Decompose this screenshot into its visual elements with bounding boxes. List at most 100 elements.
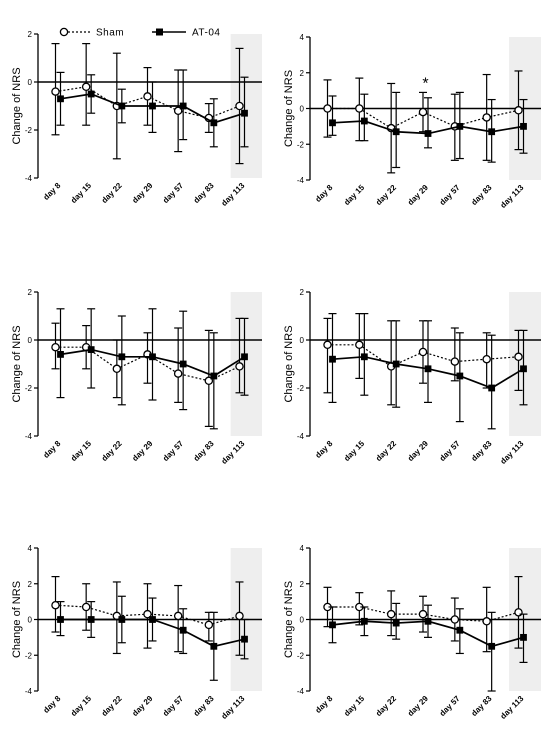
- series-at04: [328, 602, 528, 692]
- panel-d: -4 -2 0 2 Change of NRS day 8 day 15 day 22 day …: [283, 288, 541, 466]
- data-point-at04: [57, 95, 64, 103]
- data-point-at04: [520, 122, 527, 130]
- data-point-sham: [81, 602, 91, 612]
- x-tick-label: day 113: [499, 694, 526, 721]
- data-point-sham: [355, 104, 364, 113]
- data-point-at04: [87, 616, 95, 623]
- data-point-at04: [118, 353, 126, 361]
- data-point-sham: [355, 340, 364, 350]
- y-axis-label: Change of NRS: [11, 581, 23, 658]
- data-point-at04: [57, 616, 64, 623]
- x-tick-label: day 113: [499, 439, 526, 466]
- data-point-sham: [204, 620, 214, 630]
- y-tick-label: -4: [297, 176, 305, 185]
- data-point-at04: [392, 360, 400, 368]
- x-tick-label: day 15: [342, 694, 366, 718]
- legend-sham-label: Sham: [96, 28, 124, 39]
- x-tick-label: day 113: [220, 439, 247, 466]
- y-axis-label: Change of NRS: [283, 325, 295, 402]
- series-sham: [323, 575, 523, 653]
- data-point-at04: [329, 621, 336, 629]
- y-tick-label: -4: [25, 174, 33, 183]
- data-point-at04: [210, 642, 218, 650]
- x-tick-label: day 83: [192, 181, 216, 205]
- y-tick-label: -2: [25, 126, 33, 135]
- data-point-sham: [143, 609, 152, 619]
- series-at04: [56, 308, 249, 430]
- data-point-sham: [418, 347, 428, 357]
- shaded-region: [509, 292, 541, 436]
- series-sham: [51, 575, 244, 656]
- x-tick-label: day 15: [342, 183, 366, 207]
- x-tick-label: day 15: [69, 694, 93, 718]
- data-point-at04: [87, 346, 95, 353]
- data-point-sham: [112, 364, 122, 374]
- y-tick-label: 0: [28, 78, 33, 87]
- data-point-sham: [514, 608, 523, 617]
- y-tick-label: 2: [300, 69, 305, 78]
- x-tick-label: day 57: [161, 439, 185, 463]
- x-tick-label: day 83: [470, 183, 494, 207]
- y-tick-label: 2: [28, 30, 33, 39]
- x-tick-label: day 83: [470, 439, 494, 463]
- data-point-at04: [488, 384, 496, 392]
- y-tick-label: 2: [28, 288, 33, 297]
- data-point-at04: [210, 119, 218, 127]
- data-point-sham: [323, 104, 332, 113]
- data-point-at04: [329, 119, 336, 127]
- x-tick-label: day 113: [220, 694, 247, 721]
- x-tick-label: day 83: [192, 694, 216, 718]
- data-point-sham: [418, 609, 428, 619]
- x-tick-label: day 29: [130, 439, 154, 463]
- x-tick-label: day 8: [314, 439, 335, 460]
- legend-sham-marker: [59, 27, 69, 37]
- panel-f: -4 -2 0 2 4 Change of NRS day 8 day 15 day 22 day…: [283, 544, 541, 721]
- y-tick-label: -2: [25, 651, 33, 660]
- y-tick-label: -2: [25, 384, 33, 393]
- data-point-sham: [450, 615, 460, 624]
- x-tick-label: day 15: [342, 439, 366, 463]
- x-tick-label: day 57: [161, 694, 185, 718]
- data-point-at04: [179, 102, 187, 110]
- data-point-at04: [241, 635, 248, 643]
- data-point-at04: [57, 351, 64, 358]
- data-point-sham: [514, 106, 523, 115]
- y-tick-label: -2: [297, 140, 305, 149]
- data-point-at04: [392, 619, 400, 627]
- y-axis-label: Change of NRS: [283, 581, 295, 658]
- data-point-sham: [173, 611, 183, 621]
- data-point-sham: [235, 362, 244, 371]
- data-point-at04: [241, 353, 248, 361]
- y-axis-label: Change of NRS: [283, 70, 295, 147]
- data-point-sham: [418, 107, 428, 117]
- data-point-sham: [235, 101, 244, 111]
- data-point-at04: [179, 360, 187, 368]
- y-tick-label: 0: [300, 336, 305, 345]
- data-point-at04: [456, 122, 464, 130]
- data-point-at04: [179, 626, 187, 634]
- legend: Sham AT-04: [59, 27, 220, 39]
- data-point-sham: [482, 617, 491, 626]
- x-tick-label: day 57: [438, 183, 462, 207]
- y-tick-label: -2: [297, 384, 305, 393]
- panel-b: -4 -2 0 2 4 Change of NRS day 8 day 15 day 22 day…: [283, 33, 541, 210]
- data-point-at04: [118, 616, 126, 623]
- data-point-at04: [456, 372, 464, 380]
- x-tick-label: day 22: [374, 439, 398, 463]
- x-tick-label: day 29: [130, 181, 154, 205]
- x-tick-label: day 8: [42, 439, 63, 460]
- data-point-at04: [118, 102, 126, 110]
- y-tick-label: -4: [25, 432, 33, 441]
- data-point-at04: [360, 617, 368, 625]
- y-tick-label: -4: [297, 432, 305, 441]
- data-point-sham: [51, 600, 60, 610]
- series-sham: [51, 42, 244, 165]
- x-tick-label: day 22: [100, 439, 124, 463]
- x-tick-label: day 83: [470, 694, 494, 718]
- x-tick-label: day 57: [438, 694, 462, 718]
- x-tick-label: day 83: [192, 439, 216, 463]
- significance-marker: *: [422, 75, 428, 92]
